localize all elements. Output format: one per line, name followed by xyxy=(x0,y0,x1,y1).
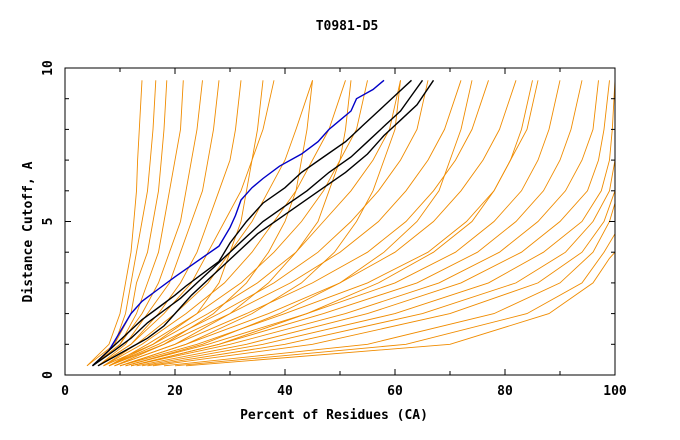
series-line-orange-5 xyxy=(97,80,220,367)
series-line-orange-31 xyxy=(125,80,473,367)
x-tick-label: 60 xyxy=(387,384,403,399)
series-line-black-35 xyxy=(92,79,424,367)
series-line-orange-7 xyxy=(97,80,275,367)
x-tick-label: 80 xyxy=(497,384,513,399)
y-tick-label: 10 xyxy=(41,60,56,76)
series-layer xyxy=(86,79,616,367)
series-line-orange-24 xyxy=(163,80,616,367)
y-axis-label: Distance Cutoff, A xyxy=(21,161,36,302)
series-line-orange-19 xyxy=(130,80,599,367)
series-line-orange-10 xyxy=(108,80,368,367)
series-line-orange-2 xyxy=(92,80,168,367)
series-line-orange-21 xyxy=(141,80,616,367)
series-line-orange-3 xyxy=(92,80,184,367)
series-line-orange-11 xyxy=(108,80,401,367)
series-line-orange-20 xyxy=(136,80,610,367)
x-tick-label: 100 xyxy=(603,384,627,399)
series-line-orange-18 xyxy=(130,80,583,367)
series-line-blue-33 xyxy=(92,79,385,367)
series-line-orange-17 xyxy=(125,80,561,367)
series-line-orange-29 xyxy=(114,80,352,367)
series-line-orange-1 xyxy=(86,80,157,367)
series-line-orange-25 xyxy=(174,80,616,367)
x-axis-label: Percent of Residues (CA) xyxy=(240,408,428,423)
series-line-black-34 xyxy=(92,79,412,367)
series-line-orange-13 xyxy=(114,80,462,367)
series-line-orange-23 xyxy=(152,80,616,367)
series-line-orange-4 xyxy=(92,80,203,367)
x-tick-label: 0 xyxy=(61,384,69,399)
series-line-orange-9 xyxy=(103,80,346,367)
chart-title: T0981-D5 xyxy=(316,19,379,34)
series-line-orange-0 xyxy=(86,80,143,367)
x-tick-label: 20 xyxy=(167,384,183,399)
series-line-orange-14 xyxy=(114,80,489,367)
y-tick-label: 0 xyxy=(41,371,56,379)
series-line-orange-6 xyxy=(97,80,242,367)
tick-layer: 0 20 40 60 80 100 0 5 10 xyxy=(41,60,627,399)
series-line-orange-22 xyxy=(147,80,616,367)
series-line-orange-27 xyxy=(103,80,264,367)
series-line-black-36 xyxy=(97,79,435,367)
series-line-orange-8 xyxy=(103,80,313,367)
series-line-orange-32 xyxy=(130,80,533,367)
series-line-orange-30 xyxy=(119,80,401,367)
series-line-orange-15 xyxy=(119,80,517,367)
y-tick-label: 5 xyxy=(41,218,56,226)
x-tick-label: 40 xyxy=(277,384,293,399)
series-line-orange-28 xyxy=(108,80,313,367)
